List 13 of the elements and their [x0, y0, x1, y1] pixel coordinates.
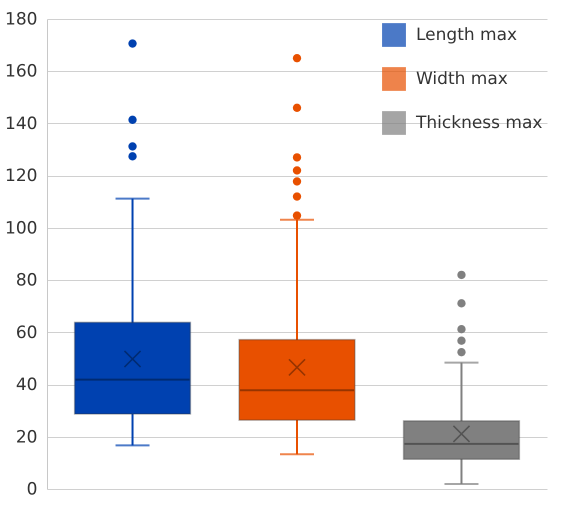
legend-label: Width max	[416, 69, 508, 89]
legend-label: Thickness max	[415, 113, 542, 133]
y-tick-label: 40	[16, 375, 38, 396]
y-tick-label: 100	[5, 218, 38, 238]
legend-label: Length max	[416, 25, 518, 45]
y-tick-label: 60	[16, 322, 38, 343]
y-tick-label: 160	[5, 62, 38, 82]
y-tick-label: 180	[5, 10, 38, 30]
y-tick-label: 0	[26, 480, 38, 500]
y-tick-label: 20	[16, 427, 38, 448]
y-tick-label: 80	[16, 270, 38, 291]
y-tick-label: 140	[5, 114, 38, 134]
y-tick-label: 120	[5, 166, 38, 186]
